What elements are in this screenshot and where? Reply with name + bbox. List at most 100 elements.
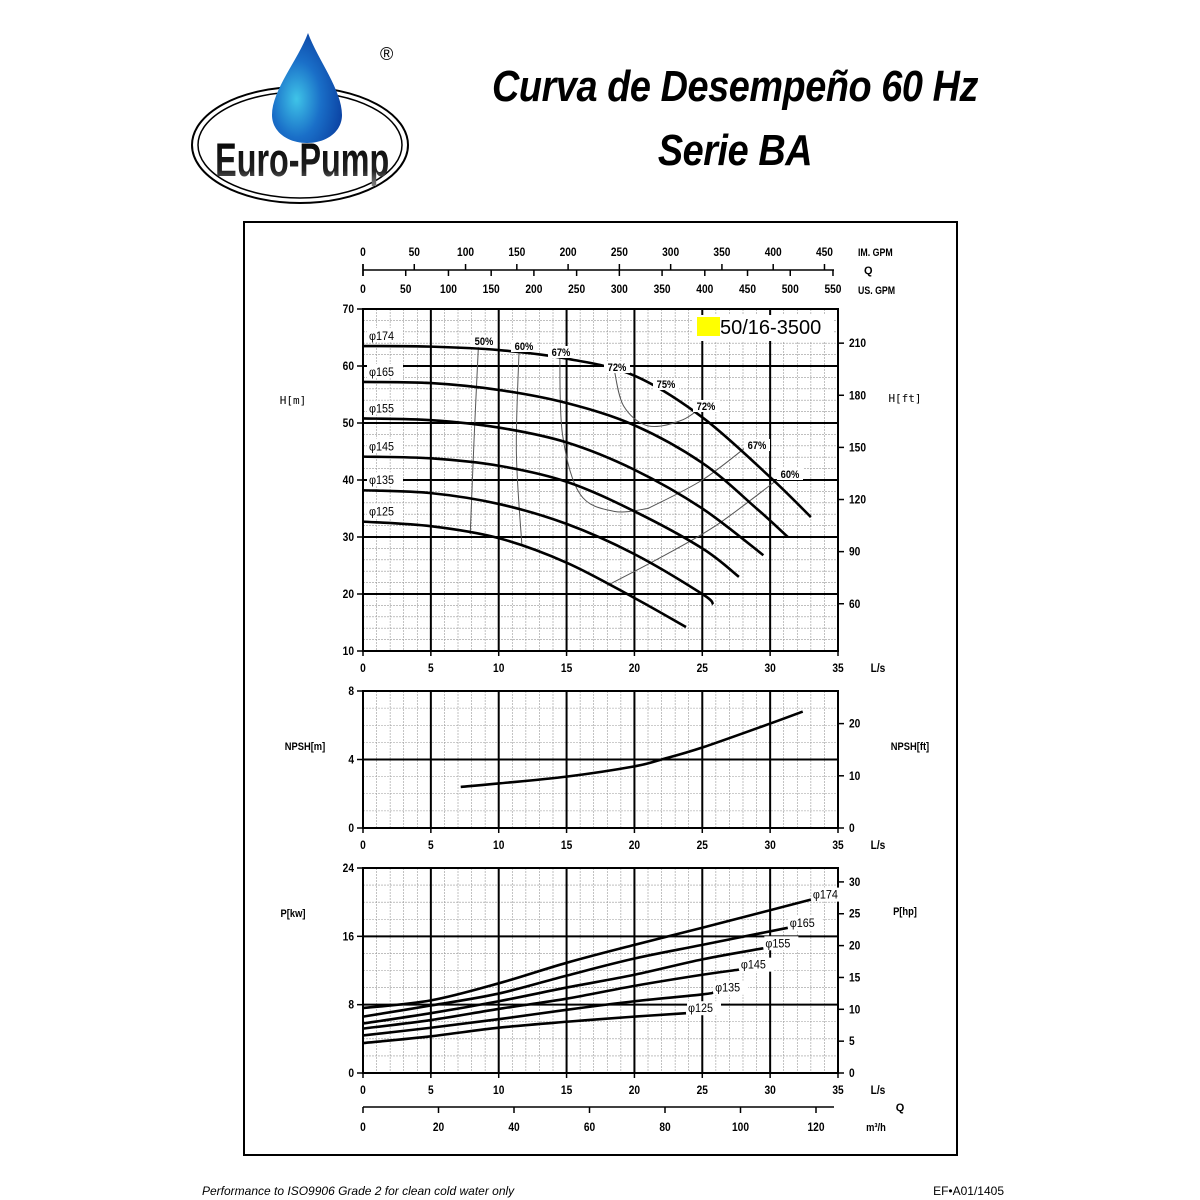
head-curve — [362, 520, 687, 629]
x-tick-label: 0 — [360, 662, 366, 675]
us-gpm-tick: 500 — [782, 283, 799, 296]
efficiency-label: 67% — [748, 440, 767, 452]
power-curve — [362, 947, 764, 1025]
europump-logo: Euro-Pump ® — [190, 30, 420, 210]
x-tick-label: 30 — [764, 662, 775, 675]
y-tick-label: 40 — [343, 474, 354, 487]
x-tick-label: 20 — [629, 839, 640, 852]
footer-note: Performance to ISO9906 Grade 2 for clean… — [202, 1184, 515, 1198]
head-curve — [362, 417, 765, 557]
y2-axis-label: NPSH[ft] — [891, 741, 929, 753]
efficiency-label: 67% — [552, 347, 571, 359]
q-label: Q — [864, 265, 873, 277]
title-line-1: Curva de Desempeño 60 Hz — [492, 62, 978, 111]
y2-tick-label: 5 — [849, 1035, 855, 1048]
x-tick-label: 0 — [360, 1084, 366, 1097]
power-curve — [362, 991, 714, 1037]
y-tick-label: 16 — [343, 931, 354, 944]
efficiency-curve — [647, 443, 751, 509]
us-gpm-tick: 0 — [360, 283, 366, 296]
im-gpm-tick: 250 — [611, 246, 628, 259]
y2-tick-label: 10 — [849, 1004, 860, 1017]
efficiency-label: 50% — [475, 336, 494, 348]
title-line-2: Serie BA — [657, 126, 813, 175]
chart-frame — [243, 221, 958, 1156]
impeller-diameter-label: φ145 — [369, 441, 394, 454]
us-gpm-tick: 250 — [568, 283, 585, 296]
im-gpm-tick: 100 — [457, 246, 474, 259]
us-gpm-tick: 50 — [400, 283, 411, 296]
y-axis-label: NPSH[m] — [285, 741, 325, 753]
y2-tick-label: 210 — [849, 337, 866, 350]
us-gpm-tick: 550 — [824, 283, 841, 296]
efficiency-curve — [515, 350, 523, 544]
y2-tick-label: 0 — [849, 1067, 855, 1080]
footer-code: EF•A01/1405 — [933, 1184, 1004, 1198]
y-tick-label: 20 — [343, 588, 354, 601]
x-axis-unit: L/s — [871, 1084, 886, 1097]
impeller-diameter-label: φ174 — [369, 331, 395, 344]
registered-mark: ® — [380, 44, 393, 64]
impeller-diameter-label: φ135 — [369, 475, 394, 488]
x-tick-label: 35 — [832, 839, 843, 852]
y2-tick-label: 150 — [849, 442, 866, 455]
power-curve — [362, 968, 740, 1030]
top-flow-axes: 0 50 100 150 200 250 300 350 400 450 0 50 100 150 200 2… — [360, 246, 895, 297]
y-axis-label: H[m] — [280, 394, 307, 407]
im-gpm-label: IM. GPM — [858, 247, 893, 259]
x-tick-label: 5 — [428, 662, 434, 675]
y2-tick-label: 60 — [849, 598, 860, 611]
y-tick-label: 30 — [343, 531, 354, 544]
y2-tick-label: 0 — [849, 822, 855, 835]
x-tick-label: 35 — [832, 1084, 843, 1097]
efficiency-curve — [469, 347, 479, 535]
head-curve — [362, 455, 740, 578]
im-gpm-tick: 300 — [662, 246, 679, 259]
us-gpm-tick: 400 — [696, 283, 713, 296]
us-gpm-tick: 350 — [654, 283, 671, 296]
us-gpm-tick: 150 — [483, 283, 500, 296]
y2-tick-label: 90 — [849, 546, 860, 559]
im-gpm-tick: 350 — [713, 246, 730, 259]
m3h-tick-label: 20 — [433, 1121, 444, 1134]
x-tick-label: 35 — [832, 662, 843, 675]
x-tick-label: 10 — [493, 839, 504, 852]
y-tick-label: 60 — [343, 360, 354, 373]
y2-tick-label: 10 — [849, 770, 860, 783]
efficiency-label: 72% — [608, 362, 627, 374]
power-chart: 0 8 16 24 0 5 10 15 20 25 30 P[kw] P[hp] 0 5 10 15 20 25 30… — [281, 862, 917, 1097]
m3h-tick-label: 0 — [360, 1121, 366, 1134]
logo-text: Euro-Pump — [215, 133, 389, 187]
im-gpm-tick: 50 — [409, 246, 420, 259]
x-axis-unit: L/s — [871, 839, 886, 852]
y-tick-label: 0 — [348, 1067, 354, 1080]
m3h-tick-label: 60 — [584, 1121, 595, 1134]
x-tick-label: 15 — [561, 1084, 572, 1097]
npsh-chart: 0 4 8 0 10 20 NPSH[m] NPSH[ft] 0 5 10 15 20 25 30 35 L/s — [285, 685, 929, 852]
x-tick-label: 20 — [629, 1084, 640, 1097]
page-title: Curva de Desempeño 60 Hz Serie BA — [473, 55, 998, 183]
impeller-diameter-label: φ135 — [715, 982, 740, 995]
head-curve — [362, 488, 715, 606]
impeller-diameter-label: φ155 — [369, 403, 394, 416]
y-tick-label: 4 — [348, 754, 354, 767]
us-gpm-tick: 300 — [611, 283, 628, 296]
m3h-tick-label: 100 — [732, 1121, 749, 1134]
y-tick-label: 50 — [343, 417, 354, 430]
efficiency-label: 72% — [697, 401, 716, 413]
y-tick-label: 8 — [348, 999, 354, 1012]
efficiency-label: 60% — [781, 469, 800, 481]
x-tick-label: 30 — [764, 839, 775, 852]
model-highlight — [697, 317, 720, 336]
y2-tick-label: 15 — [849, 972, 860, 985]
us-gpm-tick: 450 — [739, 283, 756, 296]
y2-axis-label: P[hp] — [893, 906, 917, 918]
y2-tick-label: 120 — [849, 494, 866, 507]
impeller-diameter-label: φ165 — [790, 917, 815, 930]
y-tick-label: 10 — [343, 645, 354, 658]
y2-tick-label: 30 — [849, 876, 860, 889]
y-tick-label: 24 — [343, 862, 355, 875]
head-curve — [362, 380, 789, 538]
im-gpm-tick: 200 — [560, 246, 577, 259]
us-gpm-label: US. GPM — [858, 285, 895, 297]
